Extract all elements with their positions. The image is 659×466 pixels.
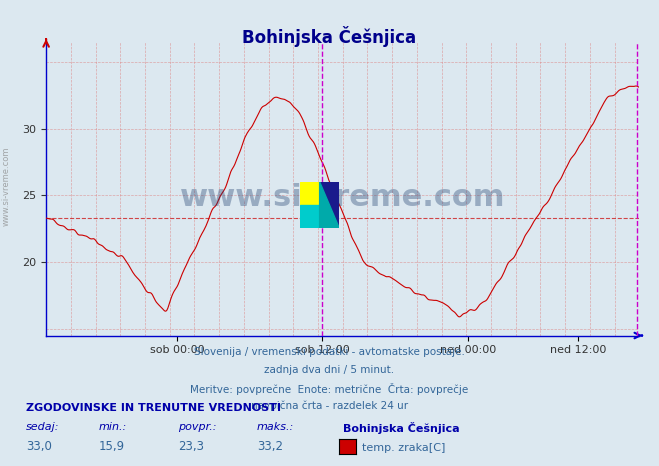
Text: temp. zraka[C]: temp. zraka[C] [362, 443, 446, 452]
Text: povpr.:: povpr.: [178, 422, 216, 432]
Text: min.:: min.: [99, 422, 127, 432]
Text: 33,2: 33,2 [257, 440, 283, 453]
Text: Slovenija / vremenski podatki - avtomatske postaje.: Slovenija / vremenski podatki - avtomats… [194, 347, 465, 357]
Bar [300, 205, 320, 228]
Text: ZGODOVINSKE IN TRENUTNE VREDNOSTI: ZGODOVINSKE IN TRENUTNE VREDNOSTI [26, 403, 281, 413]
Text: www.si-vreme.com: www.si-vreme.com [180, 183, 505, 212]
Polygon shape [320, 182, 339, 228]
Bar [320, 182, 339, 228]
Text: Bohinjska Češnjica: Bohinjska Češnjica [343, 422, 459, 434]
Text: maks.:: maks.: [257, 422, 295, 432]
Text: Meritve: povprečne  Enote: metrične  Črta: povprečje: Meritve: povprečne Enote: metrične Črta:… [190, 383, 469, 395]
Text: Bohinjska Češnjica: Bohinjska Češnjica [243, 26, 416, 47]
Text: zadnja dva dni / 5 minut.: zadnja dva dni / 5 minut. [264, 365, 395, 375]
Text: 15,9: 15,9 [99, 440, 125, 453]
Bar [300, 182, 320, 205]
Text: www.si-vreme.com: www.si-vreme.com [2, 147, 11, 226]
Text: navpična črta - razdelek 24 ur: navpična črta - razdelek 24 ur [251, 400, 408, 411]
Text: 33,0: 33,0 [26, 440, 52, 453]
Text: 23,3: 23,3 [178, 440, 204, 453]
Text: sedaj:: sedaj: [26, 422, 60, 432]
